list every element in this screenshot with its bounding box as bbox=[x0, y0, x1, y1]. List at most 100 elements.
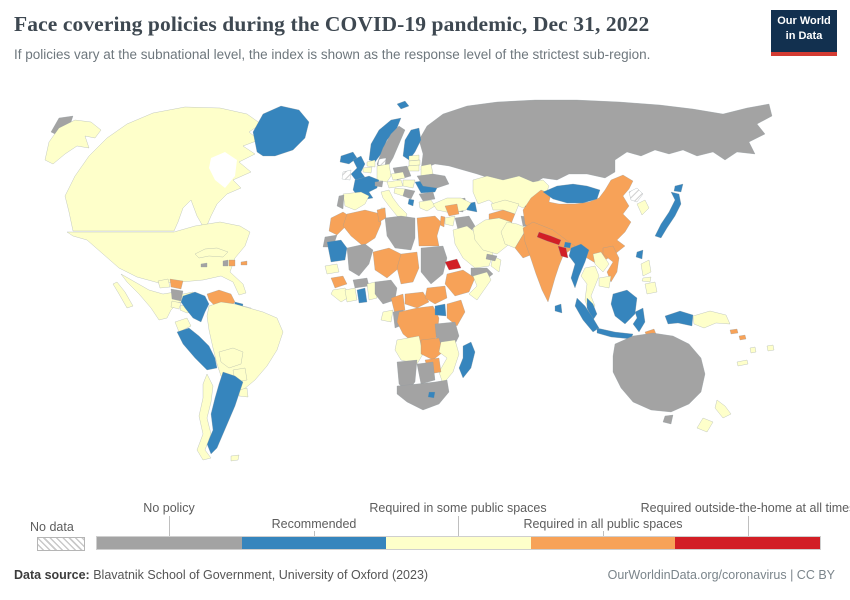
country-cameroon[interactable]: Cameroon: Required in all public spaces bbox=[390, 293, 406, 315]
country-iceland[interactable]: Iceland: Recommended bbox=[339, 151, 358, 165]
country-guatemala[interactable]: Guatemala: Required in some public space… bbox=[157, 278, 171, 289]
country-ethiopia[interactable]: Ethiopia: Required in all public spaces bbox=[444, 269, 476, 297]
legend-no-data-swatch[interactable] bbox=[37, 537, 85, 551]
country-vietnam[interactable]: Vietnam: Required in all public spaces bbox=[602, 245, 620, 283]
country-malaysia[interactable]: Malaysia: Recommended bbox=[586, 297, 598, 321]
country-germany[interactable]: Germany: Required in some public spaces bbox=[376, 163, 392, 183]
country-brazil[interactable]: Brazil: Required in some public spaces bbox=[206, 301, 284, 395]
legend-label-required-all[interactable]: Required in all public spaces bbox=[523, 517, 683, 531]
country-colombia[interactable]: Colombia: Recommended bbox=[180, 291, 210, 323]
country-kenya[interactable]: Kenya: Required in all public spaces bbox=[446, 299, 466, 327]
country-philippines-mindanao[interactable]: Philippines: Required in some public spa… bbox=[644, 281, 658, 295]
country-north-korea[interactable]: North Korea: No data bbox=[628, 187, 644, 203]
legend-label-required-always[interactable]: Required outside-the-home at all times bbox=[640, 501, 850, 515]
country-lithuania[interactable]: Lithuania: Required in some public space… bbox=[407, 164, 420, 172]
country-taiwan[interactable]: Taiwan: Recommended bbox=[635, 249, 644, 260]
country-haiti[interactable]: Haiti: No policy bbox=[222, 259, 229, 267]
country-new-zealand-south[interactable]: New Zealand: Required in some public spa… bbox=[696, 417, 714, 433]
country-laos[interactable]: Laos: Required in some public spaces bbox=[592, 251, 610, 273]
country-vanuatu[interactable]: Vanuatu: Required in some public spaces bbox=[749, 346, 757, 354]
country-ecuador[interactable]: Ecuador: Required in some public spaces bbox=[174, 317, 192, 333]
country-south-korea[interactable]: South Korea: Required in some public spa… bbox=[636, 199, 650, 216]
country-benin[interactable]: Benin: Required in some public spaces bbox=[366, 281, 378, 301]
country-uganda[interactable]: Uganda: Recommended bbox=[434, 303, 447, 317]
country-russia[interactable]: Russia: No policy bbox=[418, 99, 773, 185]
country-australia[interactable]: Australia: No policy bbox=[612, 332, 706, 413]
country-czechia[interactable]: Czechia: Required in some public spaces bbox=[390, 171, 406, 181]
country-syria[interactable]: Syria: Required in all public spaces bbox=[444, 203, 460, 217]
country-ivory-coast[interactable]: Ivory Coast: Required in some public spa… bbox=[344, 287, 358, 303]
legend-swatch-required-all[interactable] bbox=[530, 537, 676, 549]
legend-swatch-recommended[interactable] bbox=[241, 537, 387, 549]
country-svalbard[interactable]: Norway: Recommended bbox=[396, 100, 410, 110]
country-ghana[interactable]: Ghana: Recommended bbox=[356, 287, 368, 304]
country-bhutan[interactable]: Bhutan: Recommended bbox=[563, 241, 572, 249]
country-sri-lanka[interactable]: Sri Lanka: Recommended bbox=[554, 303, 563, 314]
country-indonesia-papua[interactable]: Indonesia: Recommended bbox=[664, 310, 694, 327]
country-usa[interactable]: United States: Required in some public s… bbox=[66, 221, 251, 296]
country-switzerland[interactable]: Switzerland: No policy bbox=[374, 180, 384, 188]
credit-link[interactable]: OurWorldinData.org/coronavirus | CC BY bbox=[607, 568, 835, 582]
country-thailand[interactable]: Thailand: Required in some public spaces bbox=[580, 265, 600, 313]
legend-swatch-required-always[interactable] bbox=[675, 537, 820, 549]
country-cuba[interactable]: Cuba: Required in some public spaces bbox=[194, 247, 229, 259]
country-south-africa[interactable]: South Africa: No policy bbox=[396, 379, 450, 411]
country-new-zealand-north[interactable]: New Zealand: Required in some public spa… bbox=[714, 399, 732, 419]
country-somalia[interactable]: Somalia: Required in some public spaces bbox=[468, 271, 492, 301]
country-botswana[interactable]: Botswana: No policy bbox=[416, 361, 436, 385]
country-alaska[interactable]: United States: Required in some public s… bbox=[44, 119, 102, 165]
country-ireland[interactable]: Ireland: No data bbox=[341, 169, 352, 181]
country-chad[interactable]: Chad: Required in all public spaces bbox=[396, 251, 420, 285]
country-angola[interactable]: Angola: Required in some public spaces bbox=[394, 335, 424, 365]
country-argentina[interactable]: Argentina: Recommended bbox=[206, 371, 244, 455]
country-australia-tasmania[interactable]: Australia: No policy bbox=[662, 414, 674, 425]
country-gabon[interactable]: Gabon: Required in some public spaces bbox=[380, 309, 394, 323]
owid-logo[interactable]: Our World in Data bbox=[771, 10, 837, 56]
country-japan-hokkaido[interactable]: Japan: Recommended bbox=[673, 183, 684, 193]
country-south-sudan[interactable]: South Sudan: Required in all public spac… bbox=[424, 285, 448, 305]
country-albania[interactable]: Albania: Recommended bbox=[407, 198, 415, 207]
country-chile[interactable]: Chile: Required in some public spaces bbox=[196, 373, 214, 461]
country-solomon-1[interactable]: Solomon Islands: Required in all public … bbox=[729, 328, 739, 335]
country-belgium[interactable]: Belgium: Required in some public spaces bbox=[362, 166, 373, 174]
country-greece[interactable]: Greece: Required in some public spaces bbox=[418, 199, 436, 212]
legend-label-no-policy[interactable]: No policy bbox=[143, 501, 195, 515]
country-bangladesh[interactable]: Bangladesh: Required outside-the-home at… bbox=[557, 245, 569, 259]
country-cambodia[interactable]: Cambodia: Required in some public spaces bbox=[598, 275, 612, 289]
country-serbia[interactable]: Serbia: No policy bbox=[402, 188, 416, 200]
country-fiji[interactable]: Fiji: Required in some public spaces bbox=[766, 344, 775, 352]
country-india[interactable]: India: Required in all public spaces bbox=[522, 221, 576, 303]
country-peru[interactable]: Peru: Recommended bbox=[176, 327, 218, 371]
country-niger[interactable]: Niger: Required in all public spaces bbox=[372, 247, 402, 279]
legend-swatch-required-some[interactable] bbox=[386, 537, 531, 549]
country-central-african-republic[interactable]: Central African Republic: Required in al… bbox=[404, 291, 430, 309]
country-indonesia-sumatra[interactable]: Indonesia: Recommended bbox=[574, 297, 600, 333]
country-costa-rica[interactable]: Costa Rica: Required in some public spac… bbox=[170, 300, 182, 310]
country-bulgaria[interactable]: Bulgaria: No policy bbox=[418, 191, 436, 202]
country-honduras[interactable]: Honduras: Required in all public spaces bbox=[169, 278, 184, 290]
country-uae[interactable]: United Arab Emirates: No policy bbox=[485, 253, 498, 262]
country-japan[interactable]: Japan: Recommended bbox=[654, 191, 682, 239]
country-algeria[interactable]: Algeria: Required in all public spaces bbox=[342, 209, 382, 247]
country-egypt[interactable]: Egypt: Required in all public spaces bbox=[416, 215, 442, 247]
country-philippines-visayas[interactable]: Philippines: Required in some public spa… bbox=[641, 276, 652, 283]
country-mali[interactable]: Mali: No policy bbox=[346, 243, 374, 277]
country-zambia[interactable]: Zambia: Required in all public spaces bbox=[420, 337, 444, 361]
country-indonesia-borneo[interactable]: Indonesia: Recommended bbox=[610, 289, 638, 325]
country-nepal[interactable]: Nepal: Required outside-the-home at all … bbox=[536, 231, 562, 246]
country-solomon-2[interactable]: Solomon Islands: Required in all public … bbox=[738, 334, 747, 341]
legend-label-required-some[interactable]: Required in some public spaces bbox=[369, 501, 547, 515]
country-austria[interactable]: Austria: Required in some public spaces bbox=[386, 179, 404, 189]
legend-label-recommended[interactable]: Recommended bbox=[271, 517, 357, 531]
country-new-caledonia[interactable]: New Caledonia: Required in some public s… bbox=[736, 359, 749, 367]
country-norway[interactable]: Norway: Recommended bbox=[368, 117, 402, 163]
country-portugal[interactable]: Portugal: No policy bbox=[336, 194, 345, 210]
country-mong[interactable]: Mongolia: Recommended bbox=[542, 183, 601, 204]
country-puerto-rico[interactable]: Puerto Rico: Required in all public spac… bbox=[240, 260, 248, 266]
country-latvia[interactable]: Latvia: Required in some public spaces bbox=[408, 159, 421, 167]
country-ukraine[interactable]: Ukraine: No policy bbox=[416, 173, 450, 189]
country-mexico-baja[interactable]: Mexico: Required in some public spaces bbox=[112, 281, 134, 309]
country-hungary[interactable]: Hungary: Required in some public spaces bbox=[402, 179, 416, 189]
country-nicaragua[interactable]: Nicaragua: No policy bbox=[170, 288, 184, 302]
country-philippines-luzon[interactable]: Philippines: Required in some public spa… bbox=[640, 259, 652, 277]
